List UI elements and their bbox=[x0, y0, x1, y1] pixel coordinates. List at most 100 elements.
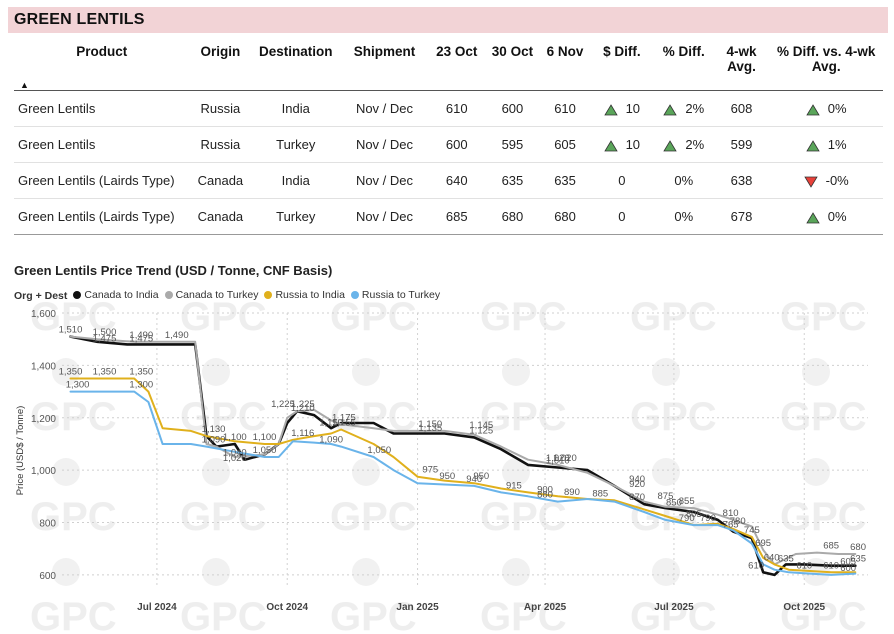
data-label: 875 bbox=[658, 491, 674, 502]
cell-pct-vs-avg-value: -0% bbox=[825, 173, 849, 188]
cell-date2: 680 bbox=[484, 198, 541, 235]
cell-date3-value: 680 bbox=[554, 209, 576, 224]
section-title: GREEN LENTILS bbox=[14, 11, 145, 28]
data-label: 950 bbox=[473, 471, 489, 482]
gpc-watermark: GPC GPC GPC GPC GPC GPC GPC GPC GPC GPC GPC GPC GPC G… bbox=[30, 300, 867, 634]
triangle-up-icon bbox=[663, 139, 678, 151]
cell-date3: 605 bbox=[540, 126, 590, 163]
col-header-origin[interactable]: Origin bbox=[189, 40, 252, 91]
cell-pct-diff-value: 2% bbox=[685, 101, 705, 116]
cell-date3: 610 bbox=[540, 90, 590, 127]
cell-avg4-value: 599 bbox=[730, 137, 753, 152]
cell-shipment-value: Nov / Dec bbox=[355, 101, 414, 116]
data-label: 1,475 bbox=[93, 334, 117, 345]
data-label: 1,010 bbox=[546, 456, 570, 467]
svg-text:GPC: GPC bbox=[780, 300, 867, 339]
svg-text:GPC: GPC bbox=[30, 595, 117, 634]
cell-date2: 635 bbox=[484, 162, 541, 199]
data-label: 1,040 bbox=[223, 448, 247, 459]
data-label: 1,210 bbox=[291, 403, 315, 414]
data-label: 1,350 bbox=[129, 366, 153, 377]
cell-pct-diff: 0% bbox=[653, 198, 714, 235]
data-label: 1,020 bbox=[223, 453, 247, 464]
y-tick-label: 800 bbox=[39, 519, 56, 530]
x-tick-label: Oct 2025 bbox=[783, 602, 825, 613]
data-label: 890 bbox=[564, 487, 580, 498]
legend-item[interactable]: Russia to Turkey bbox=[350, 289, 441, 301]
cell-destination: India bbox=[251, 90, 341, 127]
legend-item[interactable]: Russia to India bbox=[264, 289, 345, 301]
cell-avg4-value: 608 bbox=[730, 101, 753, 116]
cell-product-value: Green Lentils (Lairds Type) bbox=[18, 209, 175, 224]
col-header-product-label: Product bbox=[76, 44, 128, 59]
data-label: 920 bbox=[629, 479, 645, 490]
data-label: 1,490 bbox=[129, 330, 153, 341]
svg-text:GPC: GPC bbox=[30, 495, 117, 539]
cell-pct-vs-avg: 0% bbox=[769, 90, 883, 127]
cell-shipment: Nov / Dec bbox=[340, 162, 429, 199]
table-row[interactable]: Green Lentils (Lairds Type) Canada Turkey N… bbox=[14, 198, 883, 235]
data-label: 1,490 bbox=[165, 330, 189, 341]
svg-text:GPC: GPC bbox=[780, 395, 867, 439]
cell-shipment-value: Nov / Dec bbox=[355, 173, 414, 188]
table-header-row: Product ▲ Origin Destination Shipment 23… bbox=[14, 40, 883, 91]
svg-text:GPC: GPC bbox=[480, 495, 567, 539]
legend-label: Russia to Turkey bbox=[361, 289, 441, 301]
cell-avg4: 678 bbox=[713, 198, 770, 235]
svg-text:GPC: GPC bbox=[180, 595, 267, 634]
legend-item[interactable]: Canada to Turkey bbox=[164, 289, 258, 301]
sort-ascending-icon[interactable]: ▲ bbox=[20, 80, 29, 90]
cell-pct-vs-avg-value: 0% bbox=[827, 101, 847, 116]
series-line-canada-to-turkey bbox=[69, 335, 857, 566]
data-label: 1,090 bbox=[202, 435, 226, 446]
col-header-pct-diff[interactable]: % Diff. bbox=[653, 40, 714, 91]
legend-dot-icon bbox=[350, 291, 359, 299]
data-label: 1,100 bbox=[253, 432, 277, 443]
x-tick-label: Oct 2024 bbox=[266, 602, 308, 613]
cell-date2-value: 600 bbox=[501, 101, 524, 116]
data-label: 685 bbox=[823, 541, 839, 552]
table-row[interactable]: Green Lentils Russia India Nov / Dec 610 600 6… bbox=[14, 90, 883, 127]
data-label: 640 bbox=[764, 552, 780, 563]
col-header-destination[interactable]: Destination bbox=[251, 40, 341, 91]
svg-text:GPC: GPC bbox=[330, 495, 417, 539]
x-tick-label: Jul 2024 bbox=[137, 602, 177, 613]
col-header-shipment[interactable]: Shipment bbox=[340, 40, 429, 91]
cell-pct-vs-avg-value: 0% bbox=[827, 209, 847, 224]
series-line-russia-to-india bbox=[69, 377, 857, 574]
col-header-product[interactable]: Product ▲ bbox=[14, 40, 190, 91]
data-label: 1,175 bbox=[332, 412, 356, 423]
data-label: 1,350 bbox=[93, 366, 117, 377]
data-label: 605 bbox=[840, 556, 856, 567]
data-label: 790 bbox=[700, 513, 716, 524]
cell-origin: Canada bbox=[189, 162, 252, 199]
data-label: 915 bbox=[506, 480, 522, 491]
col-header-avg4[interactable]: 4-wk Avg. bbox=[713, 40, 770, 91]
cell-pct-diff: 2% bbox=[653, 126, 714, 163]
cell-date1-value: 685 bbox=[445, 209, 468, 224]
data-label: 780 bbox=[730, 516, 746, 527]
col-header-dollar-diff[interactable]: $ Diff. bbox=[589, 40, 654, 91]
x-tick-label: Jul 2025 bbox=[654, 602, 694, 613]
svg-text:GPC: GPC bbox=[30, 300, 117, 339]
cell-avg4-value: 638 bbox=[730, 173, 753, 188]
col-header-date3[interactable]: 6 Nov bbox=[540, 40, 590, 91]
data-label: 680 bbox=[850, 542, 866, 553]
table-row[interactable]: Green Lentils Russia Turkey Nov / Dec 600 595… bbox=[14, 126, 883, 163]
legend-item[interactable]: Canada to India bbox=[73, 289, 159, 301]
data-label: 1,300 bbox=[66, 380, 90, 391]
table-row[interactable]: Green Lentils (Lairds Type) Canada India No… bbox=[14, 162, 883, 199]
price-table: Product ▲ Origin Destination Shipment 23… bbox=[14, 40, 883, 235]
cell-date3: 635 bbox=[540, 162, 590, 199]
col-header-pct-vs-avg[interactable]: % Diff. vs. 4-wk Avg. bbox=[769, 40, 883, 91]
x-tick-label: Jan 2025 bbox=[396, 602, 439, 613]
col-header-date2[interactable]: 30 Oct bbox=[484, 40, 541, 91]
svg-text:GPC: GPC bbox=[480, 300, 567, 339]
cell-pct-diff-value: 0% bbox=[674, 173, 694, 188]
cell-pct-diff: 0% bbox=[653, 162, 714, 199]
cell-product-value: Green Lentils (Lairds Type) bbox=[18, 173, 175, 188]
cell-date1: 685 bbox=[428, 198, 485, 235]
triangle-up-icon bbox=[806, 139, 820, 151]
data-label: 900 bbox=[537, 484, 553, 495]
col-header-date1[interactable]: 23 Oct bbox=[428, 40, 485, 91]
